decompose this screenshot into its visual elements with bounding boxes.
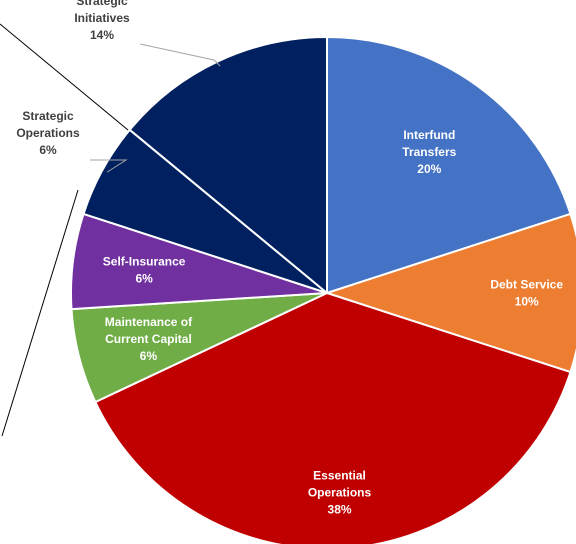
slice-label: Debt Service 10% (490, 278, 563, 309)
leader-lines (0, 23, 221, 437)
pie-slice-interfund-transfers (326, 36, 572, 294)
leader-line (90, 159, 128, 173)
slice-label: Strategic Initiatives 14% (74, 0, 130, 42)
slice-label: Self-Insurance 6% (103, 254, 186, 285)
pie-slice-essential-operations (94, 292, 572, 544)
slice-labels: Interfund Transfers 20% Debt Service 10% Esse… (16, 0, 563, 516)
slice-label: Interfund Transfers 20% (402, 128, 456, 176)
pie-slice-strategic-initiatives (128, 36, 328, 294)
connector-line (1, 189, 79, 437)
slice-label: Essential Operations 38% (308, 468, 372, 516)
leader-line (139, 43, 221, 67)
slice-label: Maintenance of Current Capital 6% (105, 315, 193, 363)
connector-line (0, 23, 129, 131)
pie-slice-debt-service (326, 212, 576, 374)
slice-label: Strategic Operations 6% (16, 109, 80, 157)
pie-slices (70, 36, 576, 544)
